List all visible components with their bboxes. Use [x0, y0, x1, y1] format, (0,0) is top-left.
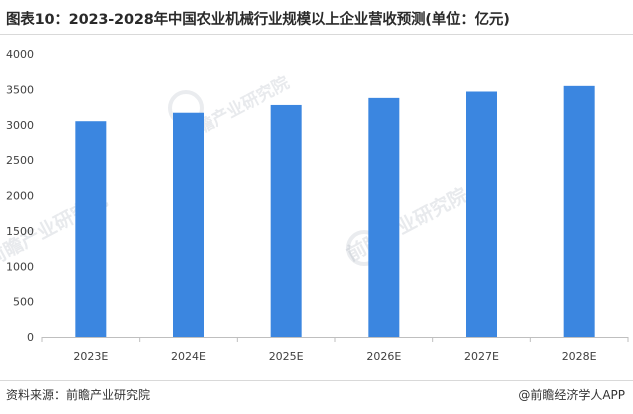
chart-title: 图表10：2023-2028年中国农业机械行业规模以上企业营收预测(单位：亿元) — [6, 12, 510, 28]
x-tick-label: 2025E — [269, 350, 304, 363]
bar-chart: 0 500 1000 1500 2000 2500 3000 3500 4000 2023E 202… — [6, 48, 629, 363]
bar-2027E — [466, 91, 497, 337]
bar-2025E — [270, 104, 302, 337]
y-tick-label: 1000 — [6, 260, 34, 273]
x-tick-label: 2023E — [73, 350, 108, 363]
y-tick-label: 3500 — [6, 83, 34, 96]
y-tick-label: 500 — [13, 296, 34, 309]
y-tick-label: 4000 — [6, 48, 34, 61]
x-tick-label: 2027E — [464, 350, 499, 363]
x-tick-label: 2028E — [562, 350, 597, 363]
footer-divider — [0, 380, 633, 381]
y-tick-label: 1500 — [6, 225, 34, 238]
y-tick-label: 2500 — [6, 154, 34, 167]
bar-2026E — [368, 97, 400, 337]
bar-2028E — [563, 85, 595, 338]
source-note: 资料来源：前瞻产业研究院 — [6, 388, 151, 402]
y-tick-label: 2000 — [6, 190, 34, 203]
bar-2023E — [75, 121, 107, 338]
credit-note: @前瞻经济学人APP — [518, 388, 625, 402]
y-tick-label: 0 — [27, 331, 34, 344]
y-tick-label: 3000 — [6, 119, 34, 132]
x-tick-label: 2024E — [171, 350, 206, 363]
title-divider — [0, 34, 633, 35]
x-tick-label: 2026E — [366, 350, 401, 363]
bar-2024E — [173, 112, 204, 337]
